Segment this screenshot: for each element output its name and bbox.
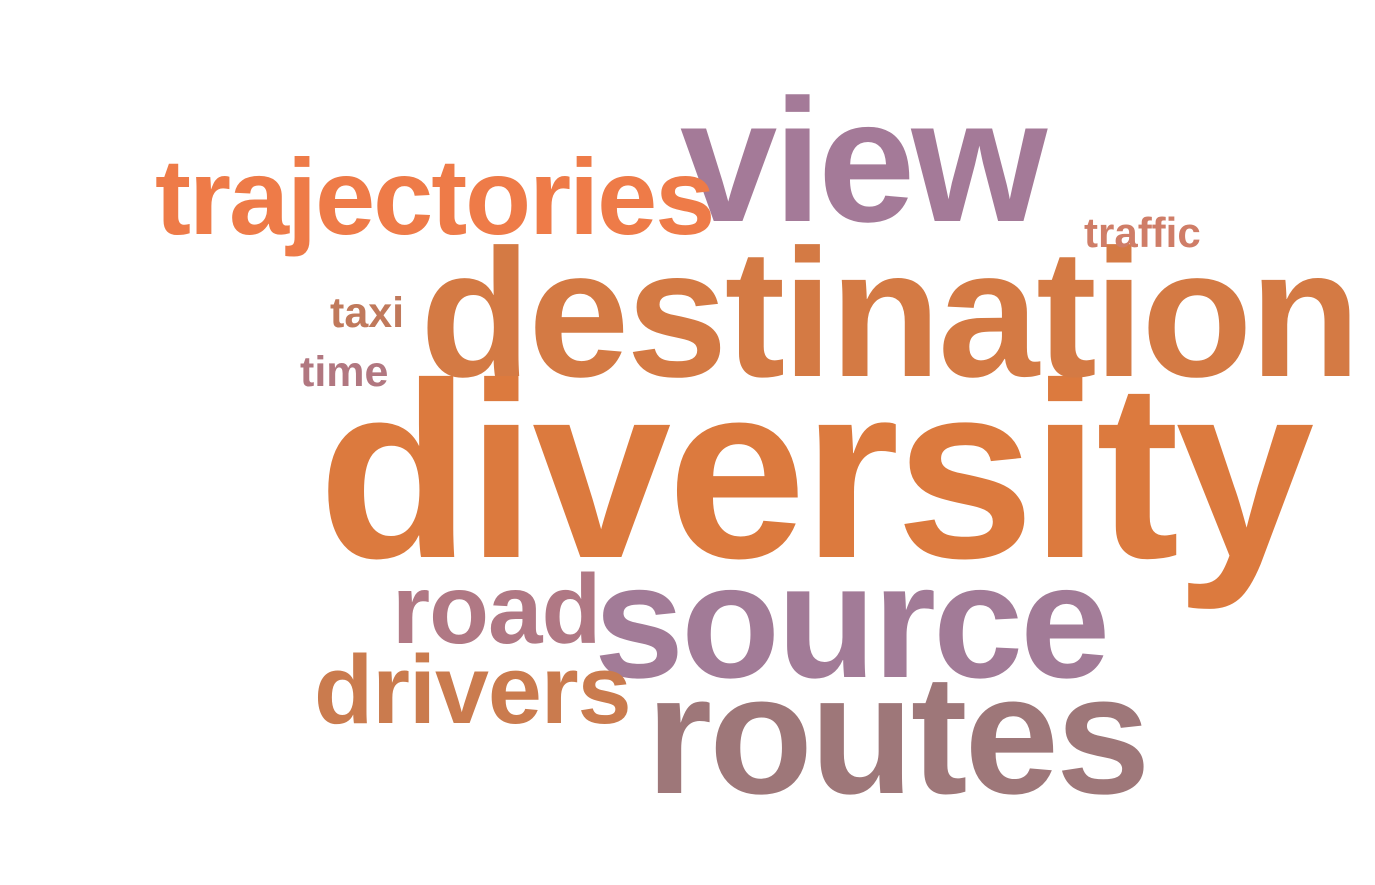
word-source: source [594,531,1110,712]
word-road: road [392,554,601,664]
word-time: time [300,348,389,396]
word-taxi: taxi [330,289,405,337]
word-view: view [680,64,1047,259]
word-destination: destination [420,211,1361,415]
word-routes: routes [646,640,1151,830]
word-trajectories: trajectories [155,136,715,257]
word-traffic: traffic [1084,209,1201,256]
word-diversity: diversity [318,331,1314,610]
word-drivers: drivers [314,635,632,744]
